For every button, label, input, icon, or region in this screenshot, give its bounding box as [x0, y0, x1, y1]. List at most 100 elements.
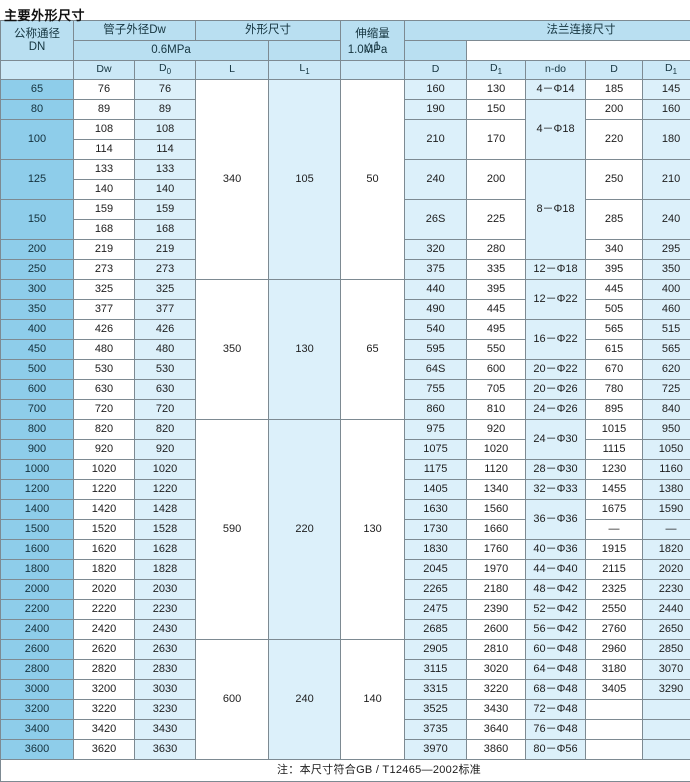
header-06-d: D	[405, 61, 467, 80]
cell-dw: 1020	[74, 460, 135, 480]
cell-dw: 2820	[74, 660, 135, 680]
cell-10-d1: 210	[643, 160, 690, 200]
cell-10-d: 1115	[586, 440, 643, 460]
cell-dn: 1000	[1, 460, 74, 480]
header-06-d1: D1	[467, 61, 526, 80]
cell-06-d: 160	[405, 80, 467, 100]
cell-06-ndo: 60－Φ48	[526, 640, 586, 660]
cell-06-ndo: 20－Φ22	[526, 360, 586, 380]
header-pressure-10: 1.0MPa	[269, 41, 467, 61]
cell-l1: 240	[269, 640, 341, 760]
header-flange: 法兰连接尺寸	[405, 21, 690, 41]
cell-06-d1: 170	[467, 120, 526, 160]
cell-06-d1: 1760	[467, 540, 526, 560]
cell-06-ndo: 12－Φ22	[526, 280, 586, 320]
cell-dn: 250	[1, 260, 74, 280]
cell-06-ndo: 8－Φ18	[526, 160, 586, 260]
cell-dn: 125	[1, 160, 74, 200]
cell-dw: 720	[74, 400, 135, 420]
cell-06-d1: 3220	[467, 680, 526, 700]
cell-dw: 273	[74, 260, 135, 280]
cell-d0: 720	[135, 400, 196, 420]
cell-06-d1: 200	[467, 160, 526, 200]
cell-dn: 800	[1, 420, 74, 440]
cell-dn: 1600	[1, 540, 74, 560]
cell-06-ndo: 44－Φ40	[526, 560, 586, 580]
cell-06-d: 1630	[405, 500, 467, 520]
header-outline: 外形尺寸	[196, 21, 341, 41]
cell-06-d: 755	[405, 380, 467, 400]
header-06-ndo: n-do	[526, 61, 586, 80]
header-l1: L1	[269, 61, 341, 80]
cell-06-d: 26S	[405, 200, 467, 240]
cell-dn: 150	[1, 200, 74, 240]
cell-dn: 2800	[1, 660, 74, 680]
cell-dn: 100	[1, 120, 74, 160]
cell-10-d: 2115	[586, 560, 643, 580]
cell-10-d1: 1590	[643, 500, 690, 520]
cell-dn: 65	[1, 80, 74, 100]
cell-d0: 377	[135, 300, 196, 320]
cell-06-d: 2905	[405, 640, 467, 660]
cell-10-d: 445	[586, 280, 643, 300]
cell-expansion: 130	[341, 420, 405, 640]
cell-d0: 140	[135, 180, 196, 200]
cell-10-d: 285	[586, 200, 643, 240]
cell-d0: 3230	[135, 700, 196, 720]
cell-06-ndo: 20－Φ26	[526, 380, 586, 400]
cell-dn: 1200	[1, 480, 74, 500]
cell-expansion: 65	[341, 280, 405, 420]
cell-06-d1: 395	[467, 280, 526, 300]
cell-06-ndo: 24－Φ26	[526, 400, 586, 420]
cell-10-d1: 350	[643, 260, 690, 280]
footnote: 注：本尺寸符合GB / T12465—2002标准	[1, 760, 690, 782]
cell-dw: 133	[74, 160, 135, 180]
cell-10-d: 2550	[586, 600, 643, 620]
cell-dw: 89	[74, 100, 135, 120]
cell-dw: 2420	[74, 620, 135, 640]
cell-10-d1: 3070	[643, 660, 690, 680]
cell-06-ndo: 68－Φ48	[526, 680, 586, 700]
cell-06-d: 2265	[405, 580, 467, 600]
header-expansion-blank	[341, 61, 405, 80]
table-body: 657676340105501601304－Φ141851454－Φ188089…	[1, 80, 690, 760]
cell-06-d: 240	[405, 160, 467, 200]
cell-d0: 2830	[135, 660, 196, 680]
cell-06-ndo: 32－Φ33	[526, 480, 586, 500]
cell-dn: 2600	[1, 640, 74, 660]
cell-06-ndo: 24－Φ30	[526, 420, 586, 460]
cell-10-d: 200	[586, 100, 643, 120]
cell-06-d1: 3860	[467, 740, 526, 760]
cell-10-d1: 1160	[643, 460, 690, 480]
header-10-d1: D1	[643, 61, 690, 80]
cell-06-d: 3115	[405, 660, 467, 680]
cell-06-d1: 705	[467, 380, 526, 400]
cell-10-d1: 620	[643, 360, 690, 380]
cell-dn: 80	[1, 100, 74, 120]
cell-06-d: 490	[405, 300, 467, 320]
cell-10-d1: 2850	[643, 640, 690, 660]
cell-06-d1: 3640	[467, 720, 526, 740]
cell-06-d: 860	[405, 400, 467, 420]
cell-d0: 3630	[135, 740, 196, 760]
cell-l1: 220	[269, 420, 341, 640]
cell-dw: 3620	[74, 740, 135, 760]
cell-d0: 76	[135, 80, 196, 100]
cell-dw: 1220	[74, 480, 135, 500]
cell-d0: 2630	[135, 640, 196, 660]
cell-06-d1: 810	[467, 400, 526, 420]
cell-d0: 89	[135, 100, 196, 120]
cell-06-d1: 280	[467, 240, 526, 260]
cell-10-d1: 2440	[643, 600, 690, 620]
cell-10-d: 670	[586, 360, 643, 380]
cell-dn: 900	[1, 440, 74, 460]
cell-06-ndo: 40－Φ36	[526, 540, 586, 560]
cell-06-d: 3970	[405, 740, 467, 760]
cell-dw: 114	[74, 140, 135, 160]
cell-d0: 159	[135, 200, 196, 220]
cell-dw: 2020	[74, 580, 135, 600]
cell-d0: 1020	[135, 460, 196, 480]
cell-10-d: 2960	[586, 640, 643, 660]
cell-10-d1: 1050	[643, 440, 690, 460]
